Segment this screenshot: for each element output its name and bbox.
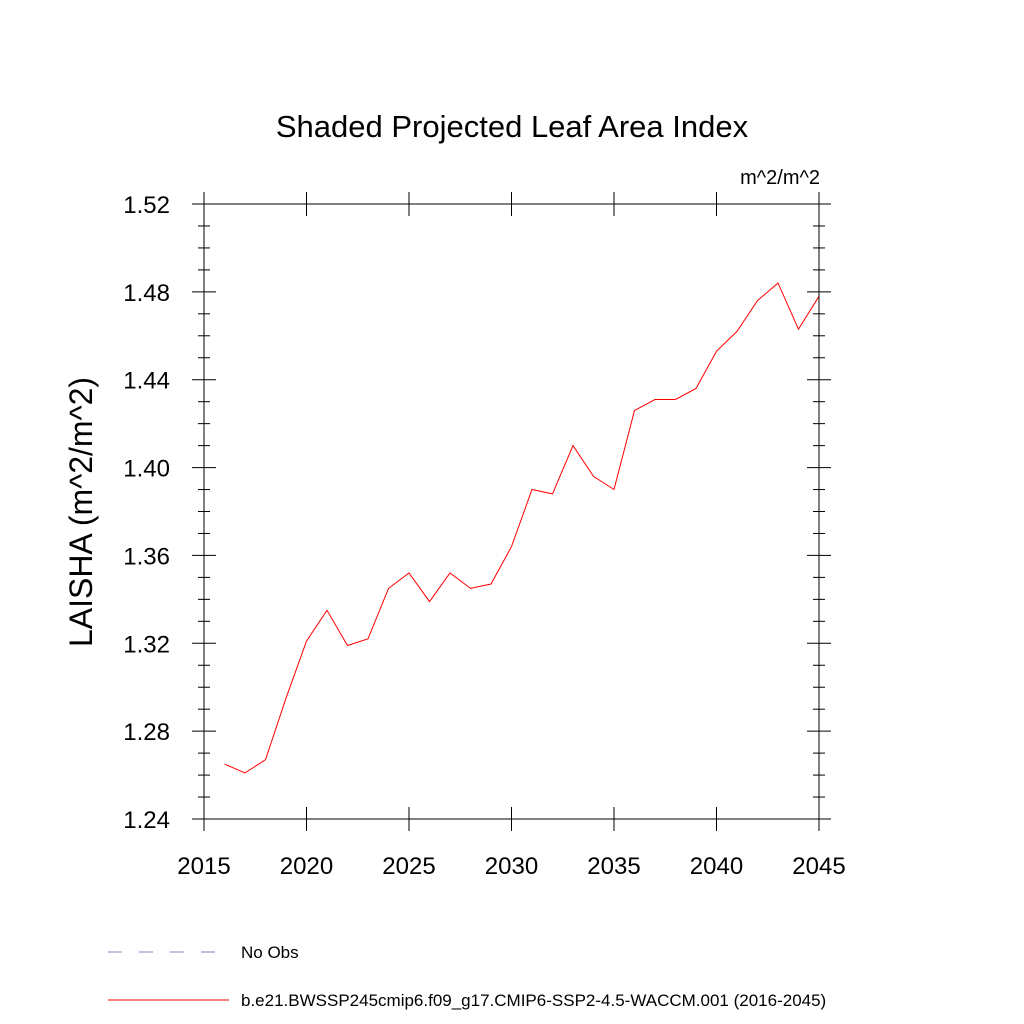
- y-tick-label: 1.32: [123, 631, 170, 658]
- x-tick-label: 2045: [792, 853, 845, 880]
- x-tick-label: 2025: [382, 853, 435, 880]
- series-layer: [224, 282, 820, 774]
- chart-title: Shaded Projected Leaf Area Index: [276, 109, 749, 144]
- x-tick-label: 2040: [690, 853, 743, 880]
- units-label: m^2/m^2: [740, 167, 820, 189]
- minor-ticks: [198, 225, 825, 798]
- y-tick-label: 1.44: [123, 368, 170, 395]
- legend-label-model-run: b.e21.BWSSP245cmip6.f09_g17.CMIP6-SSP2-4…: [241, 991, 826, 1010]
- x-tick-label: 2020: [280, 853, 333, 880]
- y-tick-labels: 1.24 1.28 1.32 1.36 1.40 1.44 1.48 1.52: [123, 192, 170, 834]
- legend-label-no-obs: No Obs: [241, 943, 299, 962]
- y-tick-label: 1.36: [123, 543, 170, 570]
- x-tick-label: 2035: [587, 853, 640, 880]
- y-tick-label: 1.28: [123, 719, 170, 746]
- y-tick-label: 1.24: [123, 807, 170, 834]
- y-tick-label: 1.52: [123, 192, 170, 219]
- major-ticks: [192, 192, 831, 831]
- y-axis-label: LAISHA (m^2/m^2): [63, 377, 99, 647]
- plot-frame: [203, 203, 820, 820]
- x-tick-labels: 2015 2020 2025 2030 2035 2040 2045: [177, 853, 845, 880]
- x-tick-label: 2030: [485, 853, 538, 880]
- y-tick-label: 1.48: [123, 280, 170, 307]
- series-line-0: [224, 282, 820, 774]
- y-tick-label: 1.40: [123, 456, 170, 483]
- x-tick-label: 2015: [177, 853, 230, 880]
- legend: No Obs b.e21.BWSSP245cmip6.f09_g17.CMIP6…: [108, 943, 826, 1010]
